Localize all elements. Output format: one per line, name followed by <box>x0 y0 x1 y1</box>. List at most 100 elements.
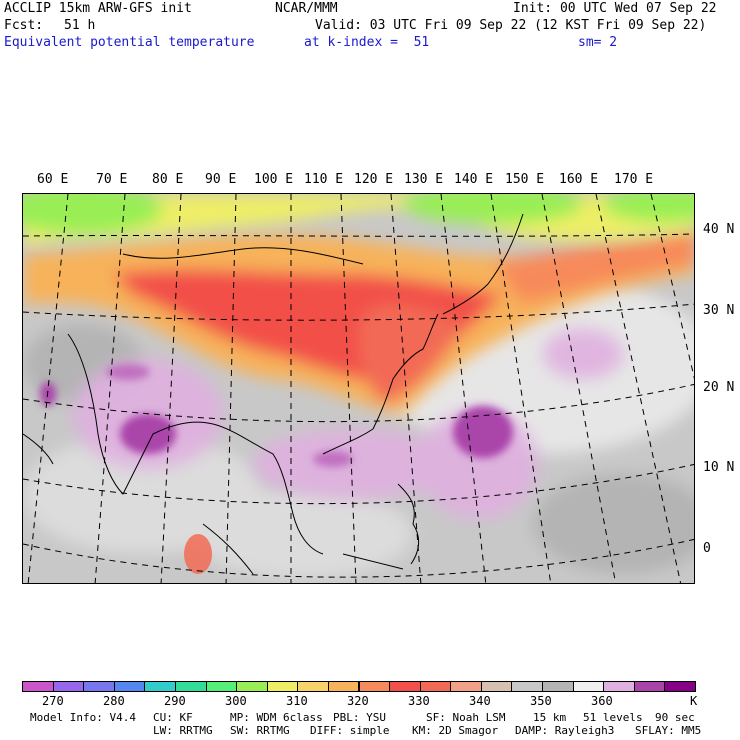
borneo-coast <box>342 553 404 570</box>
colorbar-label: 320 <box>347 694 369 708</box>
surface-layer: SFLAY: MM5 <box>635 724 702 737</box>
shortwave-scheme: SW: RRTMG <box>230 724 290 737</box>
lat-label: 10 N <box>703 460 735 475</box>
graticule <box>23 194 694 583</box>
model-title: ACCLIP 15km ARW-GFS init <box>4 1 192 16</box>
colorbar-label: 300 <box>225 694 247 708</box>
sumatra-coast <box>202 523 254 575</box>
cold-region <box>23 194 163 234</box>
lon-label: 130 E <box>404 172 444 187</box>
lon-label: 170 E <box>614 172 654 187</box>
purple-patch <box>106 364 150 380</box>
lon-label: 110 E <box>304 172 344 187</box>
colorbar-swatch <box>542 681 574 692</box>
lat-label: 40 N <box>703 222 735 237</box>
lon-line <box>541 194 617 583</box>
monsoon-core <box>120 414 176 454</box>
lat-line <box>23 538 694 578</box>
lat-label: 30 N <box>703 303 735 318</box>
coastlines <box>23 213 524 575</box>
time-step: 90 sec <box>655 711 695 724</box>
lon-line <box>595 194 682 583</box>
india-coast <box>67 333 214 495</box>
diffusion: DIFF: simple <box>310 724 390 737</box>
colorbar-swatch <box>327 681 360 692</box>
lon-label: 120 E <box>354 172 394 187</box>
lilac-region <box>253 429 453 499</box>
cold-region <box>603 194 694 222</box>
grid-spacing: 15 km <box>533 711 567 724</box>
lon-label: 60 E <box>37 172 69 187</box>
hot-band <box>359 304 463 404</box>
lon-label: 140 E <box>454 172 494 187</box>
colorbar-swatch <box>603 681 635 692</box>
colorbar-swatch <box>52 681 85 692</box>
colorbar-swatch <box>113 681 146 692</box>
colorbar-swatch <box>419 681 452 692</box>
colorbar-label: 360 <box>591 694 613 708</box>
colorbar-swatch <box>450 681 482 692</box>
damping: DAMP: Rayleigh3 <box>515 724 615 737</box>
colorbar-swatch <box>297 681 329 692</box>
colorbar-label: 290 <box>164 694 186 708</box>
colorbar-swatch <box>633 681 666 692</box>
colorbar-swatch <box>83 681 115 692</box>
colorbar-swatch <box>389 681 421 692</box>
colorbar-swatch <box>205 681 238 692</box>
cumulus-scheme: CU: KF <box>153 711 193 724</box>
colorbar-swatch <box>511 681 544 692</box>
theta-e-map <box>22 193 695 584</box>
lat-label: 20 N <box>703 380 735 395</box>
colorbar-swatch <box>144 681 176 692</box>
forecast-label: Fcst: <box>4 18 44 33</box>
colorbar-label: 270 <box>42 694 64 708</box>
typhoon-core <box>453 406 513 458</box>
colorbar-label: 350 <box>530 694 552 708</box>
philippines-coast <box>397 483 420 565</box>
lon-label: 80 E <box>152 172 184 187</box>
colorbar-swatch <box>236 681 268 692</box>
vertical-level: at k-index = 51 <box>304 35 430 50</box>
model-info: Model Info: V4.4 <box>30 711 136 724</box>
lat-line <box>23 303 694 321</box>
light-grey-region <box>193 489 413 579</box>
colorbar-label: 340 <box>469 694 491 708</box>
colorbar-label: 280 <box>103 694 125 708</box>
field-name: Equivalent potential temperature <box>4 35 255 50</box>
valid-time: Valid: 03 UTC Fri 09 Sep 22 (12 KST Fri … <box>315 18 707 33</box>
vertical-levels: 51 levels <box>583 711 643 724</box>
colorbar-label: 330 <box>408 694 430 708</box>
lat-line <box>23 463 694 505</box>
lilac-region <box>543 329 623 379</box>
colorbar-swatch <box>266 681 299 692</box>
microphysics-scheme: MP: WDM 6class <box>230 711 323 724</box>
colorbar-unit: K <box>690 694 698 708</box>
japan-coast <box>442 213 524 315</box>
colorbar-label: 310 <box>286 694 308 708</box>
lon-label: 160 E <box>559 172 599 187</box>
dark-grey-region <box>533 474 694 574</box>
colorbar-swatch <box>664 681 696 692</box>
colorbar-swatch <box>358 681 391 692</box>
lon-label: 150 E <box>505 172 545 187</box>
smoothing: sm= 2 <box>578 35 618 50</box>
organization: NCAR/MMM <box>275 1 338 16</box>
longwave-scheme: LW: RRTMG <box>153 724 213 737</box>
warm-band <box>493 234 694 304</box>
init-time: Init: 00 UTC Wed 07 Sep 22 <box>513 1 717 16</box>
pbl-scheme: PBL: YSU <box>333 711 386 724</box>
indochina-coast <box>212 423 324 555</box>
map-canvas <box>23 194 694 583</box>
colorbar-swatch <box>572 681 605 692</box>
lat-label: 0 <box>703 541 711 556</box>
lon-line <box>650 194 694 379</box>
lon-label: 90 E <box>205 172 237 187</box>
lat-line <box>23 233 694 237</box>
colorbar-swatch <box>22 681 54 692</box>
warm-patch <box>184 534 212 574</box>
lon-label: 70 E <box>96 172 128 187</box>
lat-line <box>23 383 694 423</box>
forecast-hour: 51 h <box>64 18 96 33</box>
lon-label: 100 E <box>254 172 294 187</box>
surface-scheme: SF: Noah LSM <box>426 711 506 724</box>
